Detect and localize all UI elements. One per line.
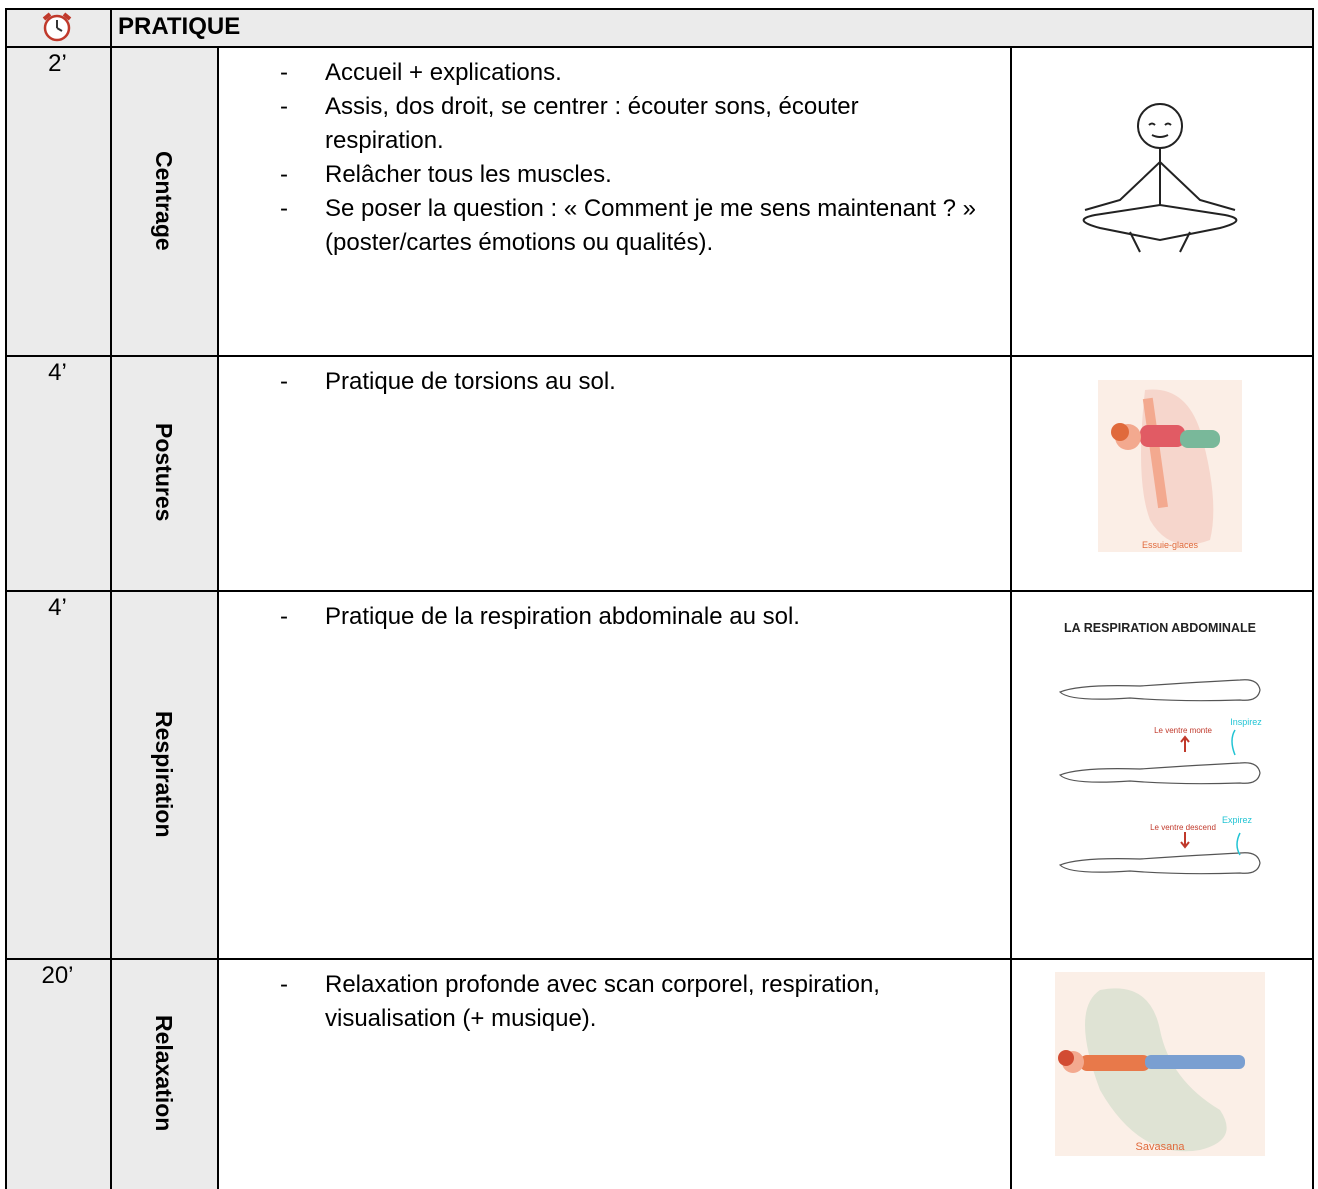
row-label: Postures	[151, 423, 177, 522]
list-item: - Pratique de la respiration abdominale a…	[280, 600, 980, 634]
relaxation-illustration: Savasana	[1055, 972, 1265, 1156]
dash: -	[280, 971, 288, 998]
label-cell	[110, 355, 217, 590]
image-label: Le ventre descend	[1150, 823, 1216, 832]
column-border	[1010, 46, 1012, 1189]
image-caption: Savasana	[1136, 1141, 1186, 1153]
row-border	[5, 590, 1313, 592]
duration: 4’	[48, 594, 67, 621]
column-border	[217, 46, 219, 1189]
duration: 20’	[41, 962, 74, 989]
image-label: Le ventre monte	[1154, 726, 1212, 735]
duration-cell	[5, 590, 110, 958]
column-border	[1312, 8, 1314, 1189]
item-text: Relaxation profonde avec scan corporel, …	[325, 971, 880, 1032]
duration-cell	[5, 958, 110, 1189]
meditation-figure	[1082, 103, 1238, 253]
list-item: - Pratique de torsions au sol.	[280, 365, 980, 399]
row-label: Respiration	[151, 710, 177, 838]
row-label: Relaxation	[151, 1015, 177, 1132]
item-text: Pratique de la respiration abdominale au…	[325, 603, 800, 630]
duration-cell	[5, 46, 110, 355]
duration-cell	[5, 355, 110, 590]
dash: -	[280, 603, 288, 630]
list-item: - Se poser la question : « Comment je me …	[280, 192, 980, 260]
item-list: - Accueil + explications. - Assis, dos droi…	[280, 56, 980, 260]
dash: -	[280, 195, 288, 222]
row-border	[5, 958, 1313, 960]
table-border	[5, 8, 1313, 10]
item-text: Accueil + explications.	[325, 59, 562, 86]
list-item: - Assis, dos droit, se centrer : écouter …	[280, 90, 980, 158]
item-text: Pratique de torsions au sol.	[325, 368, 616, 395]
column-border	[110, 8, 112, 1189]
breathing-illustration: LA RESPIRATION ABDOMINALE Le ventre mont…	[1058, 621, 1262, 875]
dash: -	[280, 59, 288, 86]
item-text: Assis, dos droit, se centrer : écouter s…	[325, 93, 859, 154]
dash: -	[280, 93, 288, 120]
column-border	[5, 8, 7, 1189]
item-text: Se poser la question : « Comment je me s…	[325, 195, 977, 256]
row-border	[5, 46, 1313, 48]
dash: -	[280, 368, 288, 395]
list-item: - Accueil + explications.	[280, 56, 980, 90]
posture-illustration: Essuie-glaces	[1098, 380, 1242, 552]
row-label: Centrage	[151, 150, 177, 251]
item-text: Relâcher tous les muscles.	[325, 161, 612, 188]
item-list: - Pratique de torsions au sol.	[280, 365, 980, 399]
item-list: - Pratique de la respiration abdominale a…	[280, 600, 980, 634]
row-border	[5, 355, 1313, 357]
label-cell	[110, 46, 217, 355]
image-label: Inspirez	[1230, 717, 1262, 727]
label-cell	[110, 590, 217, 958]
list-item: - Relaxation profonde avec scan corporel,…	[280, 968, 980, 1036]
duration: 2’	[48, 50, 67, 77]
header-row	[5, 8, 1313, 46]
image-title: LA RESPIRATION ABDOMINALE	[1064, 621, 1256, 635]
item-list: - Relaxation profonde avec scan corporel,…	[280, 968, 980, 1036]
dash: -	[280, 161, 288, 188]
image-label: Expirez	[1222, 815, 1253, 825]
image-caption: Essuie-glaces	[1142, 540, 1199, 550]
duration: 4’	[48, 359, 67, 386]
label-cell	[110, 958, 217, 1189]
list-item: - Relâcher tous les muscles.	[280, 158, 980, 192]
header-title: PRATIQUE	[118, 13, 241, 40]
